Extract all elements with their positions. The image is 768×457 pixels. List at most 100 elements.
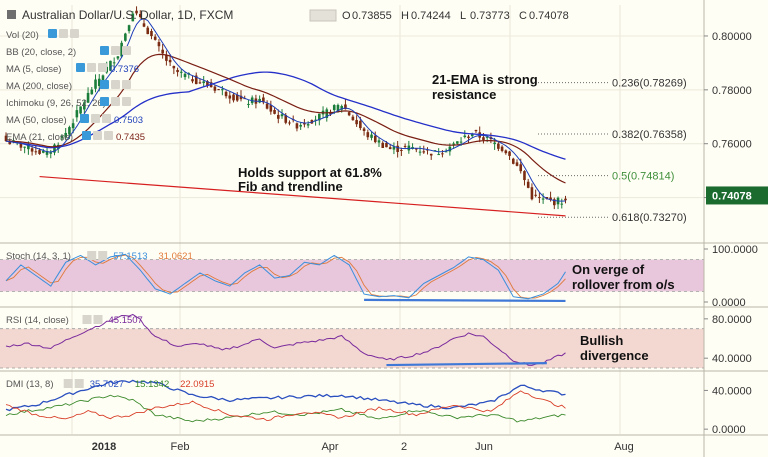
candle[interactable] [422,145,426,154]
support-trendline[interactable] [39,175,566,217]
candle[interactable] [553,197,556,210]
collapse-icon[interactable] [7,10,16,19]
candle[interactable] [194,72,198,85]
candle[interactable] [276,109,280,124]
close-icon[interactable] [122,97,131,106]
gear-icon[interactable] [98,251,108,260]
candle[interactable] [426,147,429,155]
candle[interactable] [112,57,116,69]
candle[interactable] [127,24,131,34]
gear-icon[interactable] [111,80,120,89]
eye-icon[interactable] [100,80,109,89]
eye-icon[interactable] [80,114,89,123]
candle[interactable] [299,121,302,130]
eye-icon[interactable] [100,97,109,106]
candle[interactable] [418,145,422,156]
eye-icon[interactable] [82,315,92,324]
candle[interactable] [232,92,235,103]
candle[interactable] [27,141,30,155]
eye-icon[interactable] [63,379,73,388]
candle[interactable] [183,71,187,80]
candle[interactable] [146,25,150,35]
candle[interactable] [269,100,273,115]
candle[interactable] [131,11,135,22]
stoch-pane[interactable] [5,253,566,303]
candle[interactable] [456,141,459,145]
candle[interactable] [467,134,470,143]
candle[interactable] [4,132,8,142]
candle[interactable] [94,74,97,93]
candle[interactable] [370,131,373,141]
candle[interactable] [396,140,399,158]
candle[interactable] [116,56,120,61]
candle[interactable] [523,170,526,186]
candle[interactable] [262,93,265,105]
candle[interactable] [202,76,205,87]
candle[interactable] [150,28,153,40]
candle[interactable] [541,193,545,204]
candle[interactable] [288,120,291,126]
candle[interactable] [403,143,407,149]
candle[interactable] [444,148,448,153]
candle[interactable] [142,18,146,28]
candle[interactable] [60,134,64,142]
candle[interactable] [381,141,385,148]
candle[interactable] [515,159,519,167]
gear-icon[interactable] [93,131,102,140]
candle[interactable] [534,189,537,198]
candle[interactable] [224,90,228,99]
candle[interactable] [198,78,202,85]
candle[interactable] [217,89,220,91]
candle[interactable] [165,50,168,66]
eye-icon[interactable] [87,251,97,260]
candle[interactable] [530,183,534,201]
candle[interactable] [392,142,396,155]
gear-icon[interactable] [87,63,96,72]
candle[interactable] [97,74,101,92]
candle[interactable] [135,6,138,16]
gear-icon[interactable] [93,315,103,324]
candle[interactable] [351,114,355,121]
close-icon[interactable] [104,131,113,140]
candle[interactable] [295,122,299,132]
candle[interactable] [75,104,79,122]
candle[interactable] [280,109,284,119]
candle[interactable] [377,137,381,148]
candle[interactable] [83,100,86,114]
gear-icon[interactable] [91,114,100,123]
candle[interactable] [23,146,26,154]
eye-icon[interactable] [76,63,85,72]
candle[interactable] [124,32,127,42]
candle[interactable] [213,85,217,94]
candle[interactable] [325,107,329,122]
candle[interactable] [538,192,541,204]
close-icon[interactable] [122,46,131,55]
candle[interactable] [53,143,56,156]
eye-icon[interactable] [82,131,91,140]
candle[interactable] [34,145,38,155]
candle[interactable] [109,60,112,72]
candle[interactable] [138,10,142,19]
candle[interactable] [176,67,179,77]
candle[interactable] [564,195,567,204]
candle[interactable] [228,91,232,104]
eye-icon[interactable] [48,29,57,38]
settings-icon[interactable] [309,9,337,22]
candle[interactable] [504,149,508,155]
candle[interactable] [157,39,161,52]
candle[interactable] [258,95,261,104]
close-icon[interactable] [102,114,111,123]
candle[interactable] [235,92,239,102]
candle[interactable] [474,129,478,133]
candle[interactable] [560,198,564,209]
candle[interactable] [90,87,94,95]
candle[interactable] [497,140,500,152]
gear-icon[interactable] [111,97,120,106]
eye-icon[interactable] [100,46,109,55]
candle[interactable] [508,150,511,160]
candle[interactable] [172,65,176,75]
candle[interactable] [284,113,288,125]
candle[interactable] [247,99,250,108]
close-icon[interactable] [98,63,107,72]
gear-icon[interactable] [74,379,84,388]
